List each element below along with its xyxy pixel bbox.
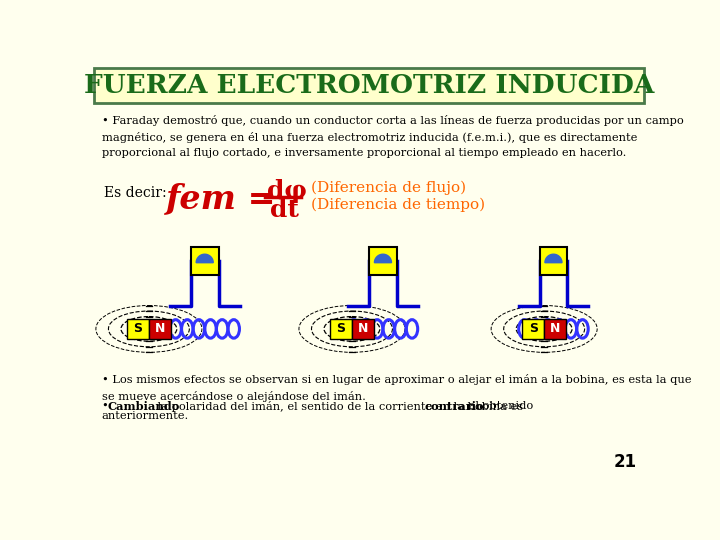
FancyBboxPatch shape	[539, 247, 567, 275]
Text: N: N	[550, 322, 560, 335]
Text: •: •	[102, 401, 112, 410]
Text: S: S	[337, 322, 346, 335]
Text: S: S	[528, 322, 538, 335]
Bar	[352, 319, 374, 339]
Text: N: N	[358, 322, 368, 335]
Polygon shape	[196, 254, 213, 262]
Text: fem =: fem =	[166, 182, 276, 215]
Text: anteriormente.: anteriormente.	[102, 411, 189, 421]
Text: • Faraday demostró que, cuando un conductor corta a las líneas de fuerza produci: • Faraday demostró que, cuando un conduc…	[102, 115, 683, 158]
Text: la polaridad del imán, el sentido de la corriente en la bobina es: la polaridad del imán, el sentido de la …	[154, 401, 527, 411]
Text: Es decir:: Es decir:	[104, 186, 166, 200]
Text: contrario: contrario	[425, 401, 485, 411]
Text: • Los mismos efectos se observan si en lugar de aproximar o alejar el imán a la : • Los mismos efectos se observan si en l…	[102, 374, 691, 402]
FancyBboxPatch shape	[191, 247, 219, 275]
Text: (Diferencia de tiempo): (Diferencia de tiempo)	[311, 198, 485, 212]
Bar	[127, 319, 149, 339]
Text: 21: 21	[613, 454, 636, 471]
Text: dt: dt	[270, 198, 299, 222]
Text: Cambiando: Cambiando	[107, 401, 179, 411]
Text: al obtenido: al obtenido	[465, 401, 534, 410]
Bar	[149, 319, 171, 339]
Text: FUERZA ELECTROMOTRIZ INDUCIDA: FUERZA ELECTROMOTRIZ INDUCIDA	[84, 73, 654, 98]
FancyBboxPatch shape	[94, 68, 644, 103]
Bar	[330, 319, 352, 339]
Polygon shape	[545, 254, 562, 262]
Bar	[544, 319, 566, 339]
Polygon shape	[374, 254, 392, 262]
Bar	[523, 319, 544, 339]
Text: N: N	[155, 322, 165, 335]
FancyBboxPatch shape	[369, 247, 397, 275]
Text: dφ: dφ	[266, 179, 307, 202]
Text: (Diferencia de flujo): (Diferencia de flujo)	[311, 180, 466, 195]
Text: S: S	[133, 322, 143, 335]
